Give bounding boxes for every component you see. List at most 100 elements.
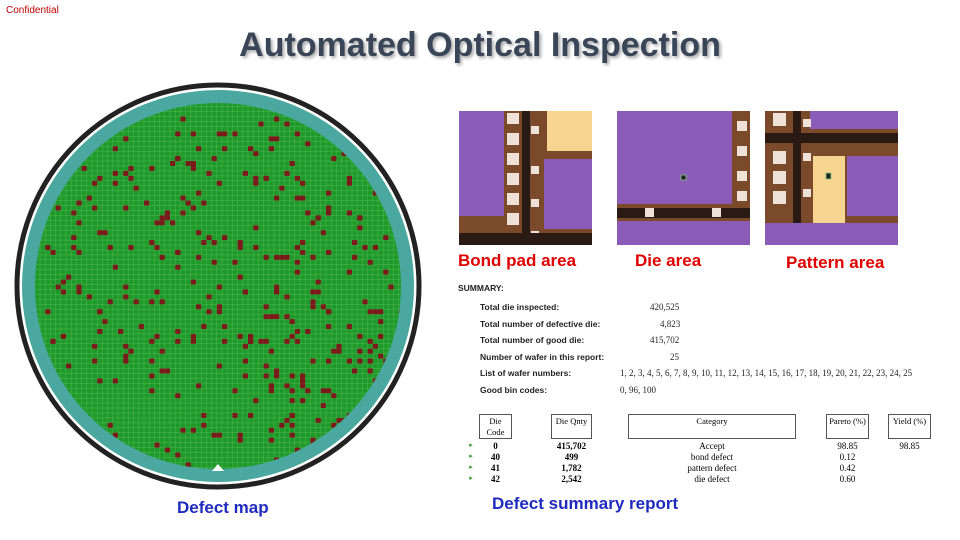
defective-die [274, 368, 280, 374]
defective-die [300, 383, 306, 389]
defective-die [305, 388, 311, 394]
defective-die [253, 398, 259, 404]
defective-die [60, 333, 66, 339]
defective-die [55, 205, 61, 211]
defective-die [196, 304, 202, 310]
defective-die [196, 254, 202, 260]
defective-die [92, 358, 98, 364]
defective-die [258, 121, 264, 127]
defective-die [310, 220, 316, 226]
defective-die [300, 180, 306, 186]
defective-die [274, 116, 280, 122]
defective-die [190, 338, 196, 344]
confidential-label: Confidential [6, 5, 59, 16]
defective-die [352, 368, 358, 374]
defective-die [352, 240, 358, 246]
defective-die [268, 314, 274, 320]
defect-summary-report-caption: Defect summary report [492, 494, 679, 513]
defective-die [123, 136, 129, 142]
defective-die [76, 284, 82, 290]
defective-die [357, 215, 363, 221]
defective-die [378, 333, 384, 339]
defective-die [305, 141, 311, 147]
defective-die [159, 215, 165, 221]
defective-die [357, 225, 363, 231]
defective-die [305, 329, 311, 334]
defective-die [149, 165, 155, 171]
defective-die [232, 131, 238, 137]
defective-die [232, 388, 238, 394]
defective-die [263, 175, 269, 181]
defective-die [175, 338, 181, 344]
defective-die [242, 343, 248, 349]
defective-die [248, 146, 254, 152]
defective-die [222, 324, 228, 329]
defective-die [97, 230, 103, 236]
defective-die [357, 333, 363, 339]
defective-die [164, 447, 170, 453]
defective-die [128, 348, 134, 354]
defective-die [310, 358, 316, 364]
defective-die [123, 205, 129, 211]
defective-die [326, 249, 332, 255]
slide-title: Automated Optical Inspection [239, 26, 721, 64]
defective-die [128, 245, 134, 250]
defective-die [315, 417, 321, 423]
summary-value: 0, 96, 100 [620, 384, 656, 395]
defective-die [237, 245, 243, 250]
defective-die [326, 324, 332, 329]
defective-die [326, 210, 332, 216]
defective-die [300, 373, 306, 379]
defective-die [346, 324, 352, 329]
defective-die [50, 338, 56, 344]
defective-die [154, 333, 160, 339]
defective-die [175, 264, 181, 270]
defective-die [154, 245, 160, 250]
defect-marker [680, 174, 687, 181]
defective-die [331, 393, 337, 399]
defective-die [216, 180, 222, 186]
defective-die [253, 225, 259, 231]
defective-die [185, 462, 191, 468]
defective-die [372, 309, 378, 315]
defective-die [237, 437, 243, 443]
defective-die [367, 338, 373, 344]
defective-die [92, 180, 98, 186]
defective-die [92, 205, 98, 211]
defective-die [263, 338, 269, 344]
cell-pareto: 98.85 [837, 441, 858, 451]
defective-die [383, 269, 389, 275]
defective-die [274, 254, 280, 260]
defective-die [123, 284, 129, 290]
defective-die [279, 185, 285, 191]
defective-die [133, 299, 139, 305]
header-yield: Yield (%) [888, 414, 931, 439]
defective-die [196, 383, 202, 389]
defective-die [180, 195, 186, 201]
defective-die [71, 210, 77, 216]
defective-die [107, 245, 113, 250]
defective-die [300, 378, 306, 384]
defective-die [284, 170, 290, 176]
header-pareto: Pareto (%) [826, 414, 869, 439]
defective-die [170, 161, 176, 166]
defective-die [76, 289, 82, 295]
table-row: ▸ 41 1,782 pattern defect 0.42 [458, 463, 958, 474]
summary-value: 415,702 [650, 335, 680, 345]
defective-die [372, 343, 378, 349]
bond-pad-area-label: Bond pad area [458, 251, 577, 270]
defective-die [60, 279, 66, 285]
cell-code: 41 [491, 463, 500, 473]
defective-die [206, 170, 212, 176]
cell-qty: 499 [564, 452, 579, 462]
defective-die [159, 220, 165, 226]
defective-die [310, 299, 316, 305]
bond-pad-area-image [459, 111, 592, 245]
defective-die [289, 333, 295, 339]
defective-die [326, 309, 332, 315]
defective-die [211, 259, 217, 265]
defective-die [258, 338, 264, 344]
defective-die [175, 131, 181, 137]
defective-die [357, 358, 363, 364]
defective-die [71, 235, 77, 241]
